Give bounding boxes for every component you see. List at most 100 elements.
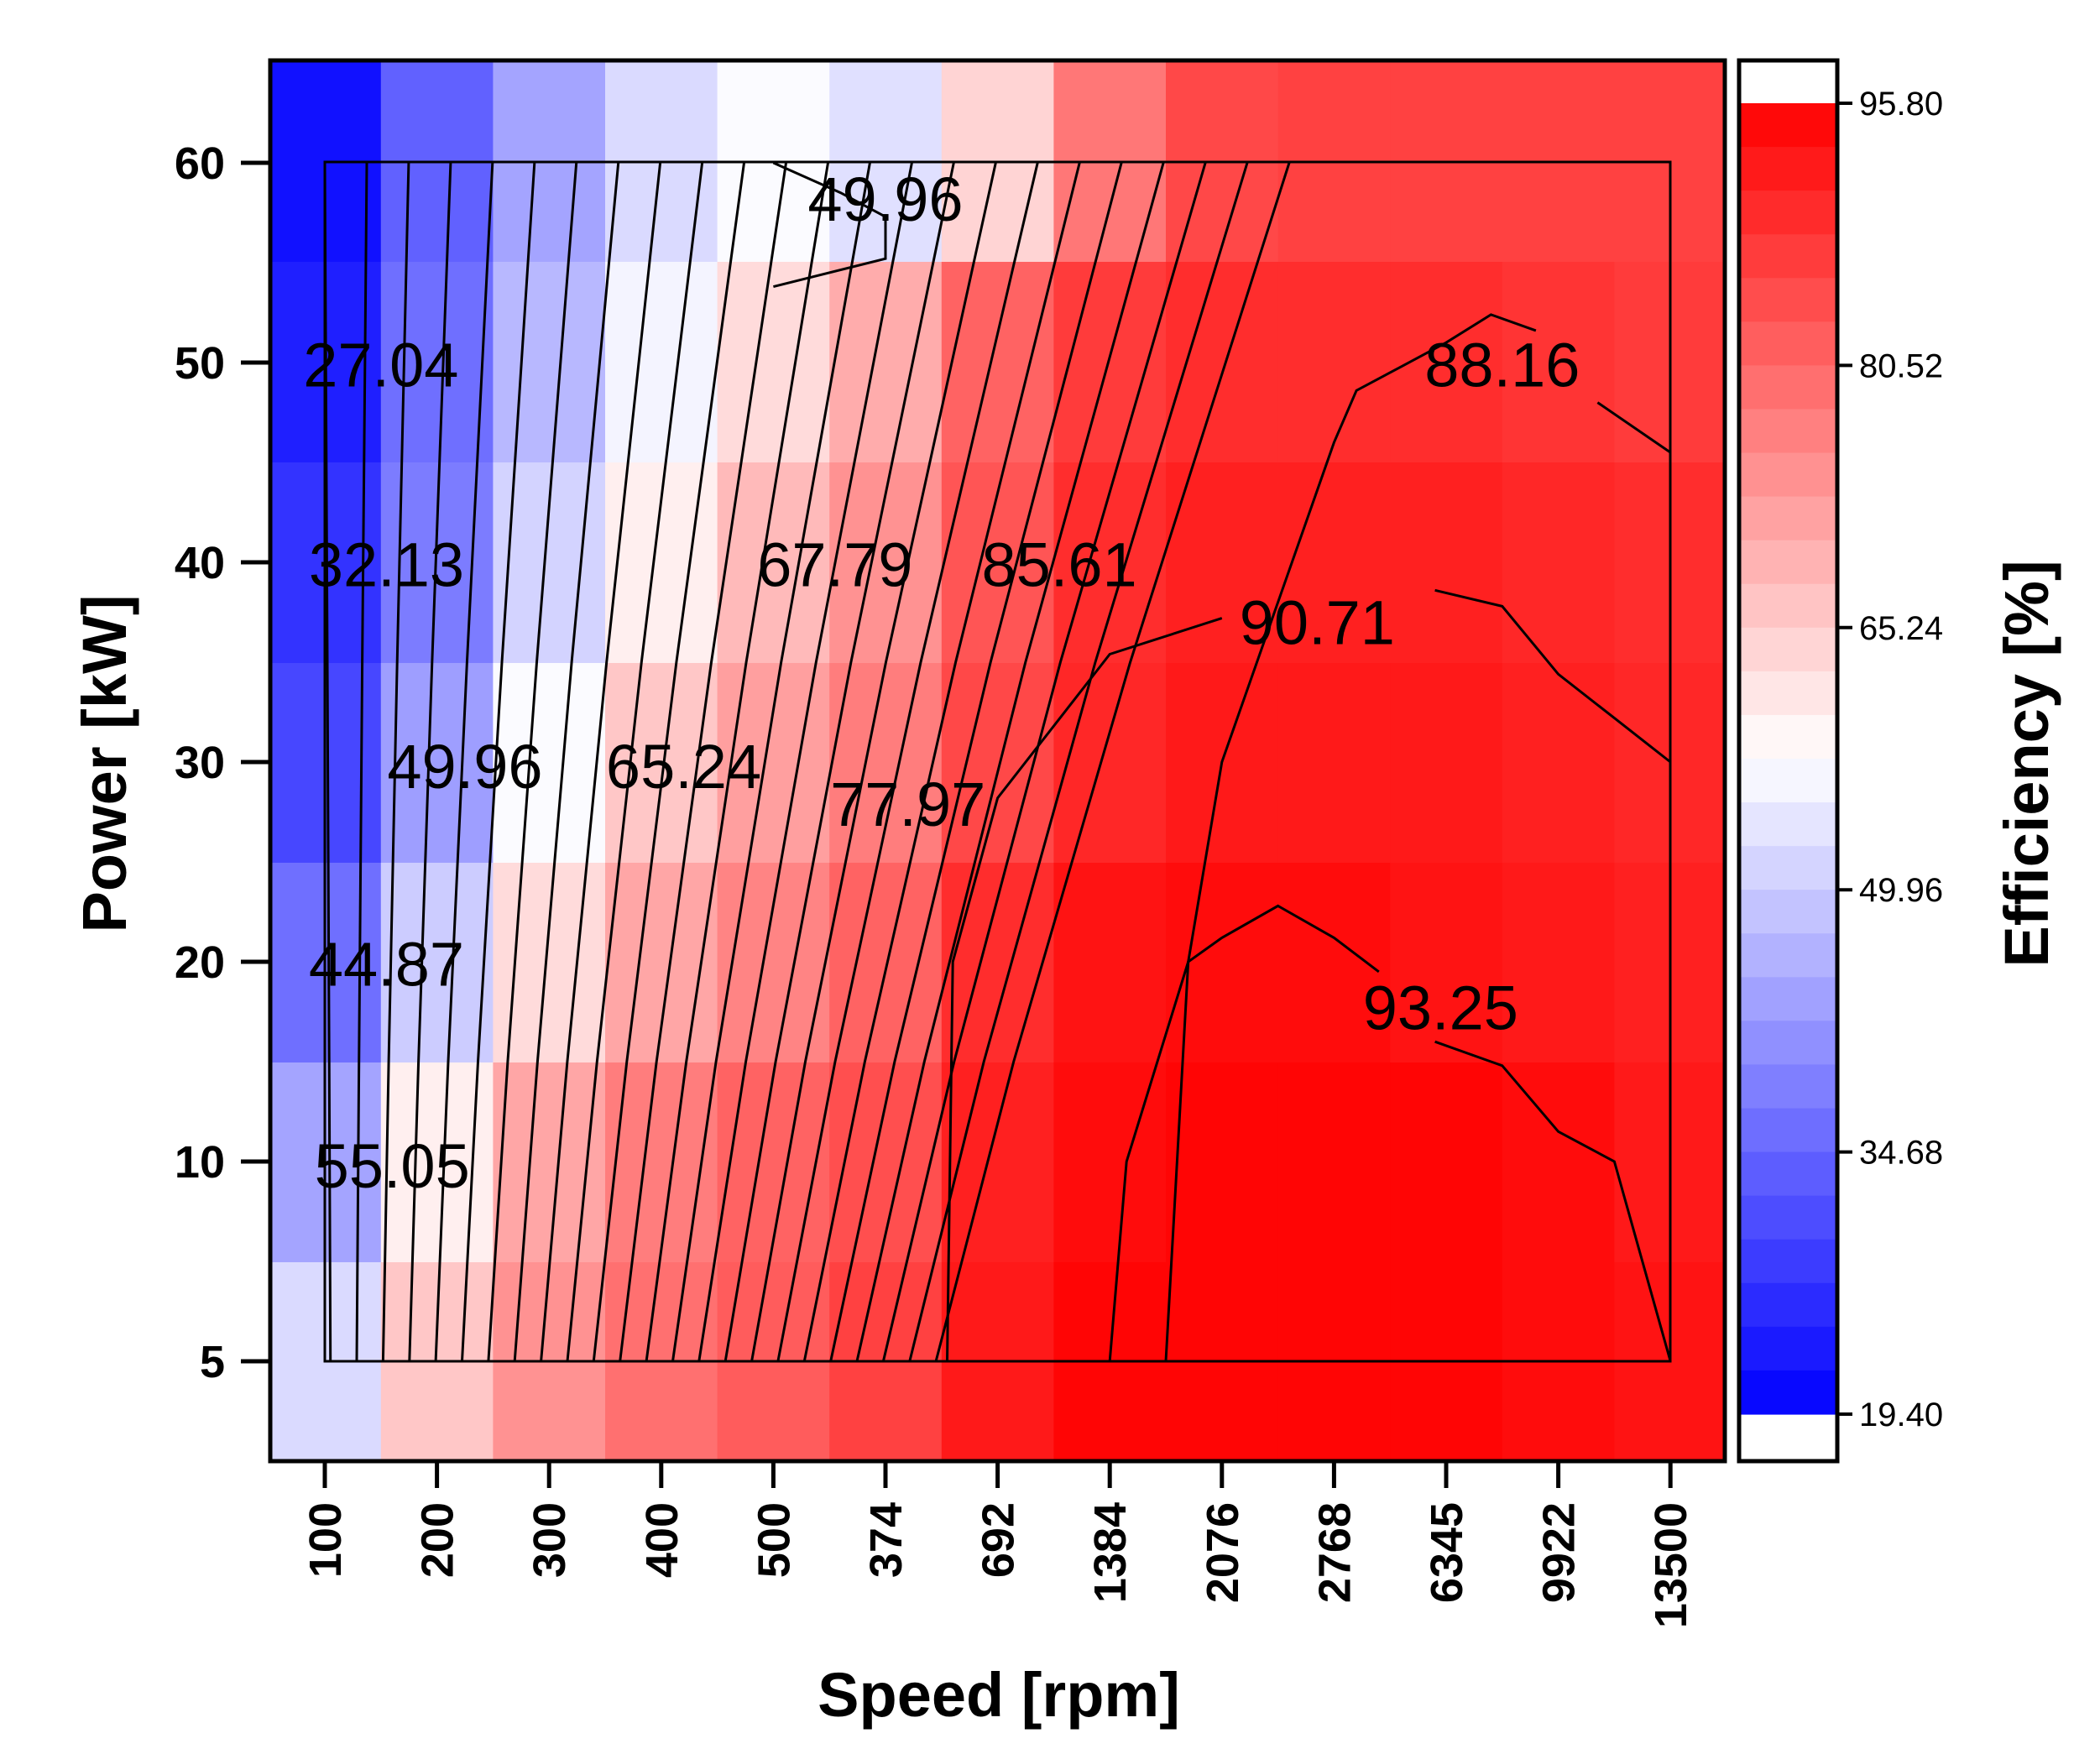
colorbar-band [1739, 540, 1837, 585]
x-tick-label: 100 [300, 1502, 351, 1578]
colorbar [1739, 103, 1837, 1415]
x-tick-label: 200 [413, 1502, 463, 1578]
heat-cell [1390, 863, 1503, 1063]
colorbar-band [1739, 452, 1837, 498]
colorbar-band [1739, 1282, 1837, 1328]
contour-label: 44.87 [309, 929, 464, 999]
heat-cell [380, 1062, 494, 1263]
contour-line [697, 162, 913, 1362]
y-tick-label: 20 [175, 937, 225, 988]
contour-line [881, 162, 1207, 1362]
x-tick-label: 2076 [1198, 1502, 1248, 1603]
colorbar-band [1739, 890, 1837, 934]
contour-line [487, 162, 578, 1362]
colorbar-band [1739, 1326, 1837, 1371]
heat-cell [1277, 863, 1391, 1063]
contour-label: 77.97 [830, 770, 985, 839]
colorbar-title: Efficiency [%] [1992, 560, 2061, 967]
contour-label: 93.25 [1363, 974, 1518, 1043]
contour-label: 49.96 [387, 732, 542, 801]
y-tick-label: 5 [200, 1337, 225, 1387]
y-tick-label: 50 [175, 338, 225, 389]
contour-line [1434, 588, 1672, 764]
contour-label: 49.96 [807, 164, 963, 234]
contour-line [540, 162, 662, 1362]
contour-line [855, 162, 1165, 1362]
heat-cell [605, 262, 718, 463]
colorbar-tick-label: 49.96 [1859, 872, 1943, 909]
y-tick-label: 60 [175, 138, 225, 189]
x-tick-label: 692 [974, 1502, 1024, 1578]
contour-line [619, 162, 787, 1362]
heat-cell [380, 262, 494, 463]
heat-cell [1166, 262, 1279, 463]
y-axis: 5 10 20 30 40 50 60 [175, 138, 270, 1387]
contour-line [829, 162, 1123, 1362]
contour-line [355, 162, 368, 1362]
contour-line [802, 162, 1081, 1362]
colorbar-ticks: 95.80 80.52 65.24 49.96 34.68 19.40 [1837, 86, 1943, 1433]
heat-cell [941, 1062, 1054, 1263]
heat-cell [1502, 863, 1615, 1063]
colorbar-band [1739, 496, 1837, 541]
heat-cell [1390, 462, 1503, 664]
x-axis-title: Speed [rpm] [818, 1660, 1180, 1730]
contour-line [1164, 904, 1380, 1362]
heat-cell [1502, 462, 1615, 664]
contour-line [645, 162, 829, 1362]
heat-cell [1277, 663, 1391, 864]
x-tick-label: 500 [749, 1502, 799, 1578]
colorbar-band [1739, 1239, 1837, 1284]
heat-cell [717, 1062, 830, 1263]
heat-cell [829, 863, 943, 1063]
heat-cell [1277, 1062, 1391, 1263]
contour-line [1108, 313, 1537, 1362]
contour-line [1596, 401, 1672, 454]
colorbar-band [1739, 191, 1837, 235]
contour-label: 67.79 [757, 530, 912, 599]
contour-domain-box [323, 160, 1672, 1363]
x-tick-label: 6345 [1422, 1502, 1472, 1603]
heat-cell [1502, 663, 1615, 864]
contour-lines [323, 161, 1672, 1362]
colorbar-band [1739, 759, 1837, 803]
heat-cell [941, 262, 1054, 463]
heat-cell [493, 262, 606, 463]
x-tick-label: 300 [525, 1502, 575, 1578]
colorbar-band [1739, 583, 1837, 629]
heat-cell [717, 262, 830, 463]
contour-line [772, 161, 887, 289]
contour-label: 32.13 [309, 530, 464, 599]
colorbar-band [1739, 933, 1837, 978]
colorbar-band [1739, 802, 1837, 847]
colorbar-band [1739, 147, 1837, 191]
contour-line [724, 162, 955, 1362]
heat-cell [1502, 1062, 1615, 1263]
contour-line [434, 162, 494, 1362]
colorbar-tick-label: 19.40 [1859, 1397, 1943, 1433]
contour-line [671, 162, 871, 1362]
heat-cell [717, 863, 830, 1063]
colorbar-band [1739, 103, 1837, 148]
heat-cell [1053, 863, 1167, 1063]
contour-line [776, 162, 1039, 1362]
x-tick-label: 9922 [1534, 1502, 1585, 1603]
contour-line [566, 162, 704, 1362]
colorbar-band [1739, 846, 1837, 890]
heat-cell [1053, 262, 1167, 463]
contour-label: 55.05 [315, 1131, 470, 1201]
contour-label: 65.24 [606, 732, 761, 801]
contour-label: 88.16 [1424, 330, 1580, 399]
x-axis: 100 200 300 400 500 374 692 1384 2076 2768 6345 992… [300, 1461, 1696, 1628]
heat-cell [493, 1062, 606, 1263]
contour-label: 90.71 [1240, 587, 1395, 657]
contour-line [946, 617, 1223, 1362]
colorbar-band [1739, 1064, 1837, 1109]
heat-cell [1390, 1062, 1503, 1263]
colorbar-band [1739, 321, 1837, 366]
colorbar-band [1739, 409, 1837, 454]
contour-line [592, 162, 745, 1362]
heat-cell [493, 663, 606, 864]
colorbar-tick-label: 65.24 [1859, 610, 1943, 647]
